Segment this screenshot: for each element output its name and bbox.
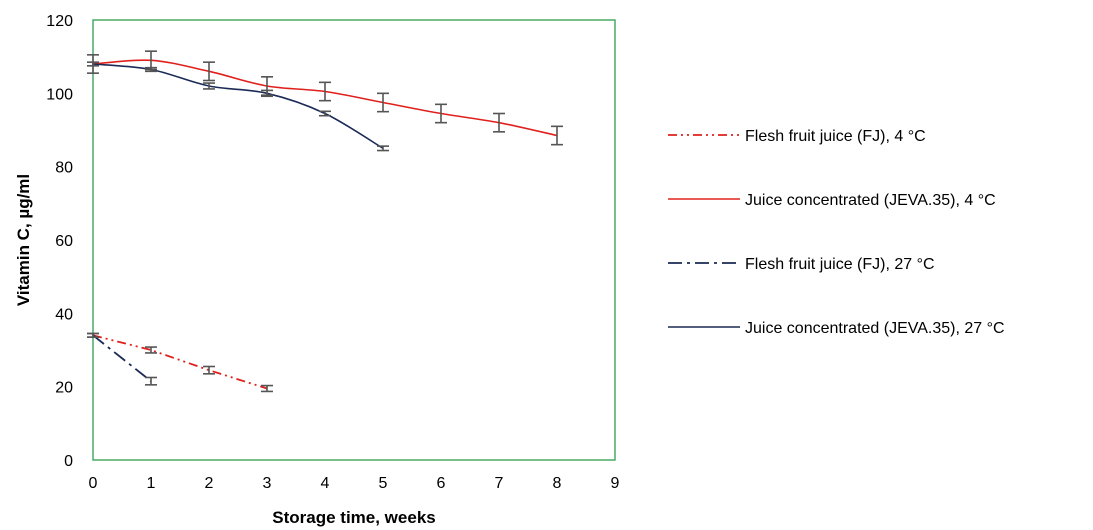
y-tick-label: 60 bbox=[55, 233, 73, 250]
error-bar bbox=[435, 103, 447, 124]
series-line-3 bbox=[92, 334, 152, 382]
y-axis-title: Vitamin C, µg/ml bbox=[14, 174, 33, 306]
error-bar bbox=[87, 332, 99, 338]
error-bar bbox=[203, 82, 215, 90]
legend-item: Juice concentrated (JEVA.35), 4 °C bbox=[668, 192, 996, 209]
error-bar bbox=[319, 81, 331, 102]
y-tick-label: 0 bbox=[64, 453, 73, 470]
plot-area-border bbox=[92, 19, 616, 461]
x-tick-label: 7 bbox=[495, 475, 504, 492]
y-tick-label: 120 bbox=[46, 13, 73, 30]
legend-item: Flesh fruit juice (FJ), 4 °C bbox=[668, 128, 926, 145]
x-tick-label: 4 bbox=[321, 475, 330, 492]
error-bar bbox=[203, 61, 215, 82]
error-bar bbox=[261, 384, 273, 393]
x-axis-title: Storage time, weeks bbox=[272, 508, 435, 527]
x-tick-label: 5 bbox=[379, 475, 388, 492]
error-bar bbox=[145, 376, 157, 386]
y-tick-label: 100 bbox=[46, 86, 73, 103]
error-bar bbox=[145, 66, 157, 73]
error-bars bbox=[87, 50, 563, 393]
legend-label: Juice concentrated (JEVA.35), 27 °C bbox=[745, 320, 1005, 337]
x-tick-label: 8 bbox=[553, 475, 562, 492]
series-line-1 bbox=[92, 334, 268, 390]
series-lines bbox=[92, 59, 558, 390]
x-tick-label: 2 bbox=[205, 475, 214, 492]
series-line-4 bbox=[92, 63, 384, 150]
error-bar bbox=[377, 145, 389, 152]
error-bar bbox=[203, 365, 215, 375]
y-tick-label: 40 bbox=[55, 306, 73, 323]
x-tick-label: 3 bbox=[263, 475, 272, 492]
error-bar bbox=[87, 61, 99, 67]
legend-label: Juice concentrated (JEVA.35), 4 °C bbox=[745, 192, 996, 209]
y-tick-label: 20 bbox=[55, 380, 73, 397]
x-tick-label: 9 bbox=[611, 475, 620, 492]
error-bar bbox=[551, 125, 563, 146]
error-bar bbox=[261, 89, 273, 98]
legend-label: Flesh fruit juice (FJ), 27 °C bbox=[745, 256, 935, 273]
legend-item: Flesh fruit juice (FJ), 27 °C bbox=[668, 256, 935, 273]
error-bar bbox=[493, 112, 505, 133]
legend-item: Juice concentrated (JEVA.35), 27 °C bbox=[668, 320, 1005, 337]
legend-label: Flesh fruit juice (FJ), 4 °C bbox=[745, 128, 926, 145]
error-bar bbox=[319, 110, 331, 117]
error-bar bbox=[377, 92, 389, 113]
error-bar bbox=[145, 346, 157, 354]
y-tick-labels: 0 20 40 60 80 100 120 bbox=[46, 13, 73, 470]
legend: Flesh fruit juice (FJ), 4 °C Juice concen… bbox=[668, 128, 1005, 337]
y-tick-label: 80 bbox=[55, 160, 73, 177]
x-tick-label: 6 bbox=[437, 475, 446, 492]
x-tick-label: 1 bbox=[147, 475, 156, 492]
x-tick-label: 0 bbox=[89, 475, 98, 492]
x-tick-labels: 0 1 2 3 4 5 6 7 8 9 bbox=[89, 475, 620, 492]
